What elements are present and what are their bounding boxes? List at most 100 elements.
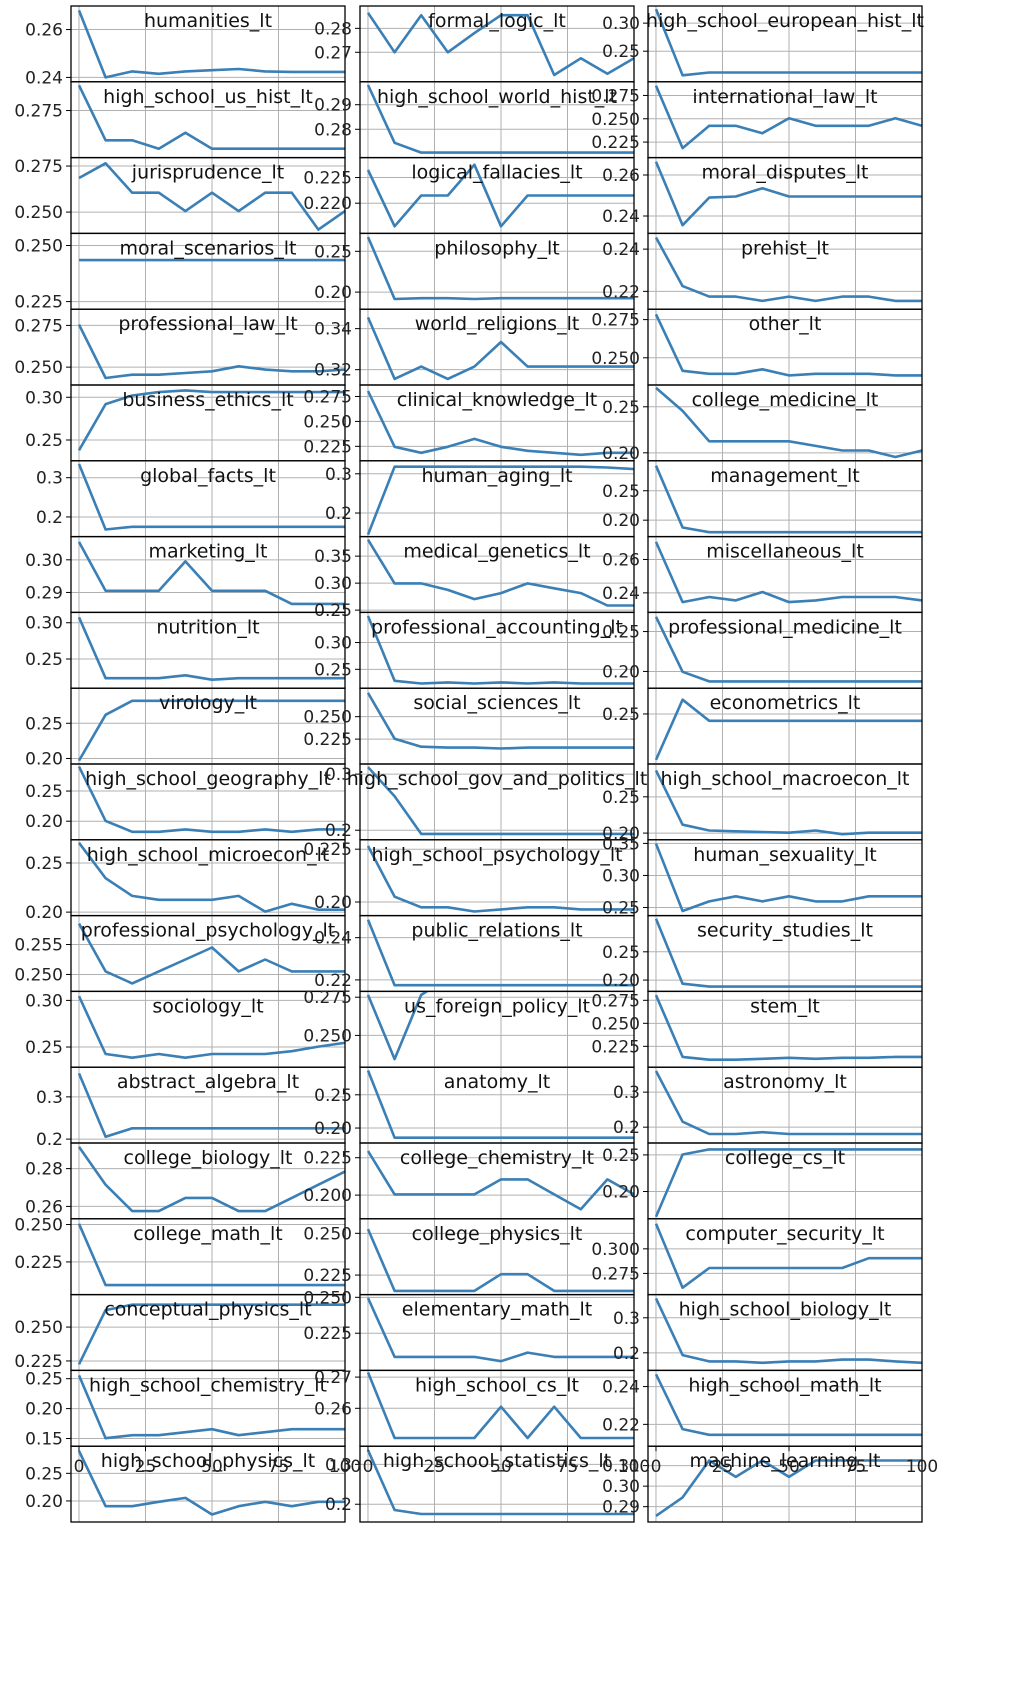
panel-human_sexuality_lt: 0.25 0.30 0.35 human_sexuality_lt — [602, 834, 923, 919]
y-tick-label: 0.24 — [602, 1378, 640, 1398]
y-tick-label: 0.29 — [25, 583, 63, 603]
y-tick-label: 0.30 — [25, 991, 63, 1011]
grid — [71, 915, 345, 992]
series-line — [366, 1449, 634, 1516]
panel-title: high_school_cs_lt — [415, 1374, 579, 1396]
series-line — [366, 615, 634, 685]
panel-title: machine_learning_lt — [690, 1450, 881, 1472]
y-tick-label: 0.25 — [602, 398, 640, 418]
y-tick-label: 0.29 — [602, 1498, 640, 1518]
y-tick-label: 0.225 — [14, 1352, 63, 1372]
data-points — [655, 237, 922, 301]
y-tick-label: 0.24 — [602, 240, 640, 260]
y-tick-label: 0.250 — [303, 1224, 352, 1244]
y-tick-label: 0.275 — [14, 157, 63, 177]
y-tick-label: 0.26 — [25, 21, 63, 41]
y-tick-label: 0.25 — [25, 650, 63, 670]
series-line — [366, 845, 634, 913]
y-tick-label: 0.34 — [314, 320, 352, 340]
x-tick-label: 25 — [135, 1457, 157, 1477]
series-line — [78, 162, 345, 231]
panel-conceptual_physics_lt: 0.225 0.250 conceptual_physics_lt — [14, 1293, 346, 1372]
grid — [71, 688, 345, 764]
grid — [71, 157, 345, 234]
grid — [360, 1067, 634, 1143]
series-line — [366, 692, 634, 750]
x-tick-label: 0 — [651, 1457, 662, 1477]
y-tick-label: 0.2 — [325, 821, 352, 841]
data-points — [78, 163, 345, 230]
grid — [360, 233, 634, 310]
grid — [71, 460, 345, 537]
panel-title: formal_logic_lt — [428, 10, 566, 32]
y-tick-label: 0.275 — [591, 1264, 640, 1284]
series-line — [366, 12, 634, 77]
panel-security_studies_lt: 0.20 0.25 security_studies_lt — [602, 914, 923, 993]
y-tick-label: 0.15 — [25, 1430, 63, 1450]
series-line — [77, 1146, 345, 1213]
y-tick-label: 0.20 — [602, 1183, 640, 1203]
panel-machine_learning_lt: 0.290.300.31 machine_learning_lt — [602, 1445, 923, 1523]
series-line — [366, 390, 634, 457]
panel-frame — [647, 1445, 923, 1523]
panel-title: college_biology_lt — [124, 1147, 293, 1169]
data-points — [78, 923, 345, 984]
panel-title: global_facts_lt — [140, 465, 276, 487]
y-tick-label: 0.24 — [25, 68, 63, 88]
series-line — [77, 1450, 345, 1516]
panel-astronomy_lt: 0.2 0.3 astronomy_lt — [613, 1066, 923, 1144]
panel-title: abstract_algebra_lt — [117, 1071, 299, 1093]
panel-title: public_relations_lt — [411, 920, 582, 942]
data-points — [78, 842, 345, 912]
panel-title: social_sciences_lt — [413, 692, 580, 714]
data-points — [655, 1070, 922, 1135]
panel-title: business_ethics_lt — [122, 389, 293, 411]
grid — [71, 612, 345, 689]
y-tick-label: 0.30 — [25, 614, 63, 634]
grid — [648, 1446, 922, 1522]
shared-x-axis: 0 25 50 75 100 0 25 50 75 100 0 25 50 75 100 — [74, 1446, 938, 1477]
panel-title: sociology_lt — [152, 995, 263, 1017]
y-tick-label: 0.25 — [602, 788, 640, 808]
y-tick-label: 0.25 — [25, 1370, 63, 1390]
series-line — [366, 1297, 634, 1363]
grid — [648, 991, 922, 1068]
data-points — [655, 387, 922, 457]
panel-title: high_school_macroecon_lt — [661, 768, 910, 790]
y-tick-label: 0.28 — [25, 1160, 63, 1180]
grid — [360, 1370, 634, 1447]
panel-title: professional_accounting_lt — [371, 616, 623, 638]
y-tick-label: 0.20 — [602, 824, 640, 844]
y-tick-label: 0.35 — [602, 834, 640, 854]
y-tick-label: 0.28 — [314, 19, 352, 39]
panel-business_ethics_lt: 0.25 0.30 business_ethics_lt — [25, 384, 346, 462]
panel-title: us_foreign_policy_lt — [404, 995, 590, 1017]
y-tick-label: 0.24 — [602, 207, 640, 227]
y-tick-label: 0.2 — [613, 1118, 640, 1138]
x-tick-label: 75 — [557, 1457, 579, 1477]
panel-high_school_cs_lt: 0.26 0.27 high_school_cs_lt — [314, 1368, 635, 1447]
y-tick-label: 0.30 — [602, 866, 640, 886]
panel-title: philosophy_lt — [434, 237, 559, 259]
x-tick-label: 25 — [712, 1457, 734, 1477]
y-tick-label: 0.24 — [314, 929, 352, 949]
panel-high_school_statistics_lt: 0.2 0.3 high_school_statistics_lt — [325, 1445, 635, 1523]
y-tick-label: 0.2 — [613, 1344, 640, 1364]
y-tick-label: 0.225 — [303, 1266, 352, 1286]
y-tick-label: 0.25 — [25, 714, 63, 734]
panel-title: high_school_european_hist_lt — [646, 10, 924, 32]
grid — [360, 460, 634, 537]
y-tick-label: 0.22 — [314, 971, 352, 991]
panel-title: world_religions_lt — [415, 313, 580, 335]
y-tick-label: 0.22 — [602, 1415, 640, 1435]
panel-title: nutrition_lt — [156, 616, 259, 638]
panel-frame — [359, 1445, 635, 1523]
panel-title: college_physics_lt — [412, 1223, 583, 1245]
grid — [360, 764, 634, 840]
grid — [648, 81, 922, 158]
series-line — [654, 1223, 922, 1289]
panel-title: computer_security_lt — [685, 1223, 884, 1245]
y-tick-label: 0.225 — [591, 1037, 640, 1057]
y-tick-label: 0.300 — [591, 1240, 640, 1260]
